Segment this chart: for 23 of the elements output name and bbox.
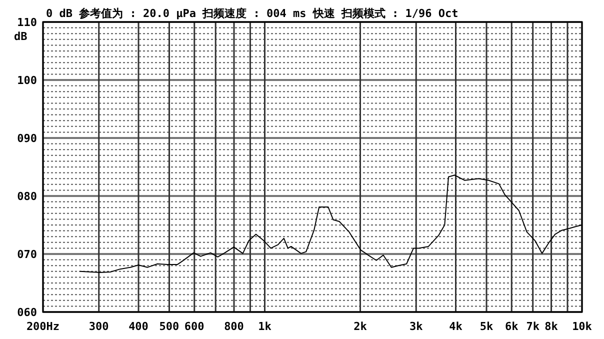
x-tick-label: 7k	[526, 320, 540, 333]
x-tick-label: 8k	[544, 320, 558, 333]
y-axis-title: dB	[14, 30, 28, 43]
y-tick-label: 090	[17, 132, 37, 145]
y-tick-label: 060	[17, 306, 37, 319]
x-tick-label: 5k	[480, 320, 494, 333]
y-tick-label: 110	[17, 16, 37, 29]
x-tick-label: 500	[159, 320, 180, 333]
chart-title: 0 dB 参考值为 : 20.0 μPa 扫频速度 : 004 ms 快速 扫频模式 : 1/96 Oct	[46, 7, 458, 20]
x-tick-label: 2k	[354, 320, 368, 333]
x-tick-label: 6k	[504, 320, 519, 333]
x-tick-label: 3k	[409, 320, 424, 333]
x-tick-label: 1k	[258, 320, 272, 333]
y-tick-label: 100	[17, 74, 37, 87]
x-tick-label: 200Hz	[26, 320, 60, 333]
x-tick-label: 600	[184, 320, 204, 333]
x-tick-label: 400	[128, 320, 148, 333]
x-tick-label: 10k	[572, 320, 592, 333]
x-tick-label: 300	[88, 320, 109, 333]
x-tick-label: 800	[224, 320, 244, 333]
x-tick-label: 4k	[449, 320, 463, 333]
y-tick-label: 080	[17, 190, 37, 203]
y-tick-label: 070	[17, 248, 37, 261]
